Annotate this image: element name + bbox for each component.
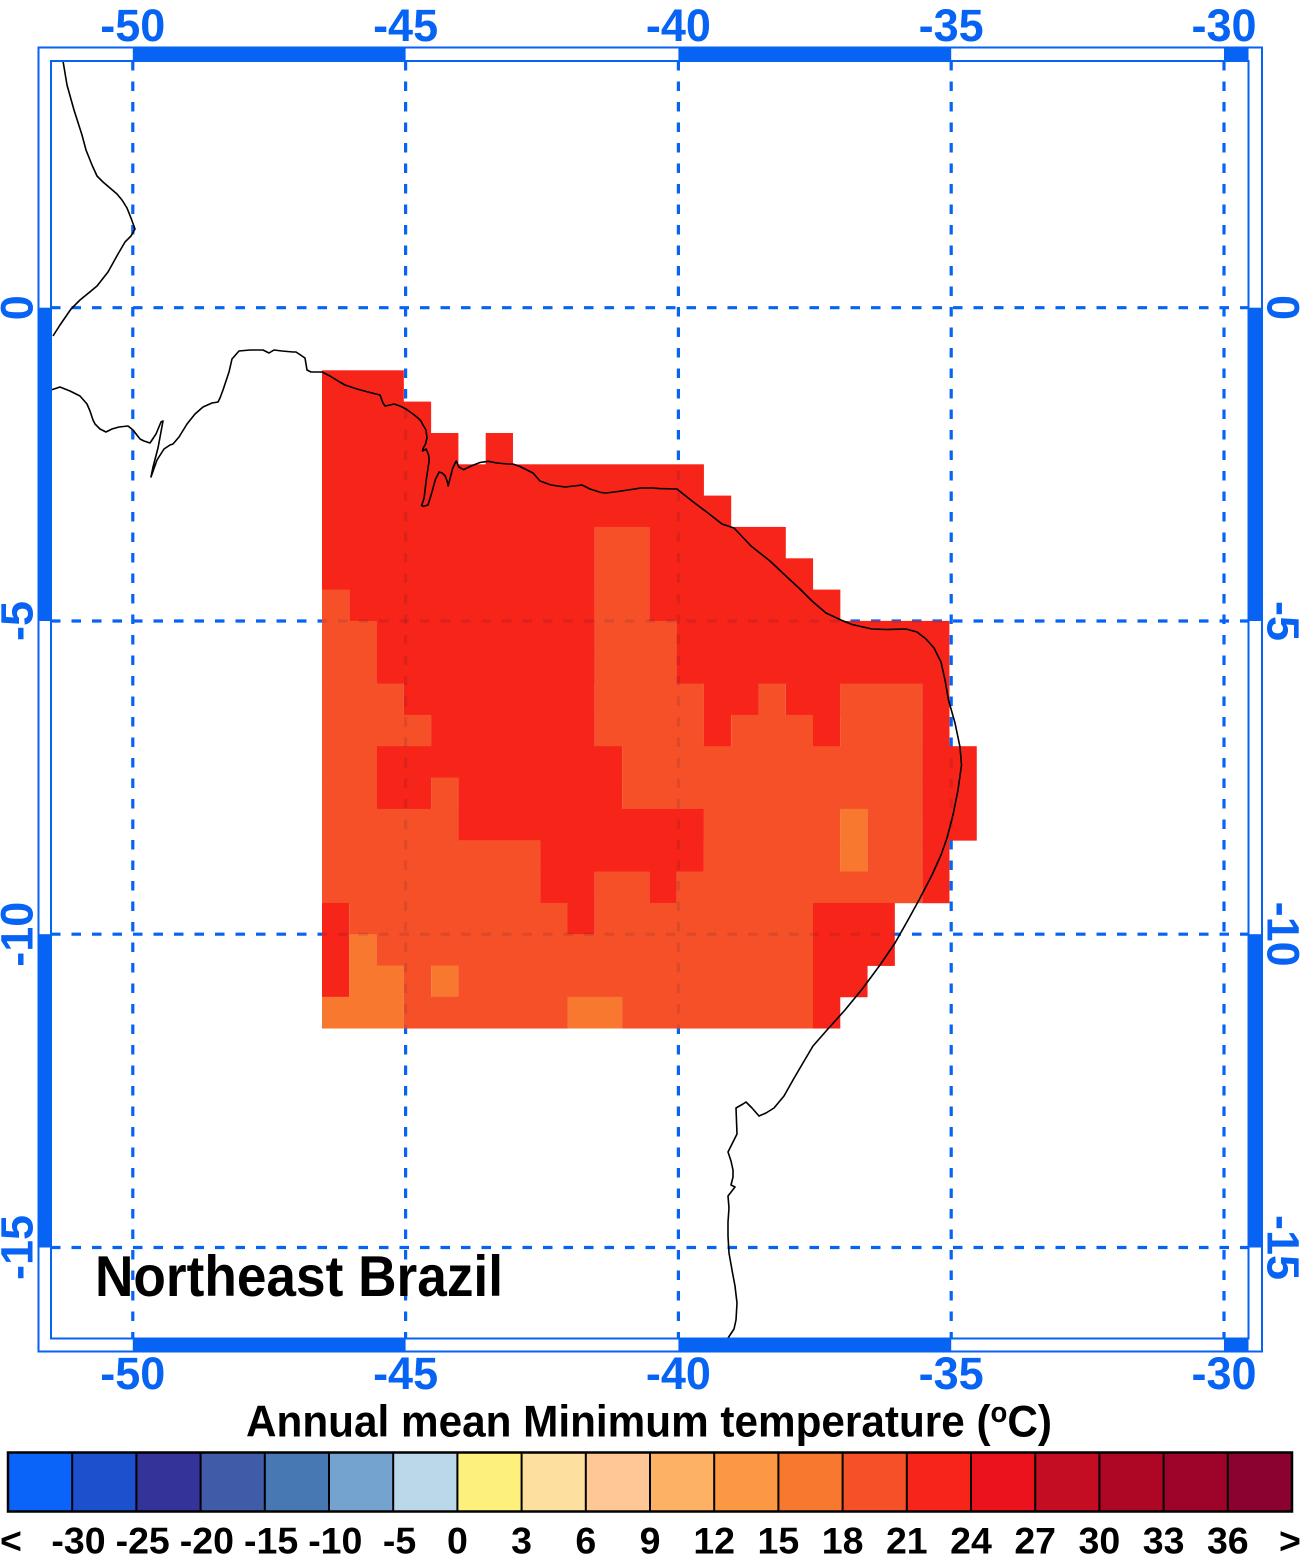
svg-text:30: 30 <box>1079 1520 1121 1561</box>
svg-text:-50: -50 <box>100 0 165 51</box>
svg-text:-45: -45 <box>373 0 438 51</box>
svg-text:18: 18 <box>822 1520 864 1561</box>
svg-text:Annual mean Minimum temperatur: Annual mean Minimum temperature (oC) <box>246 1397 1052 1447</box>
svg-text:-5: -5 <box>0 601 43 641</box>
svg-text:-40: -40 <box>646 1348 711 1399</box>
svg-text:6: 6 <box>575 1520 596 1561</box>
svg-text:0: 0 <box>0 295 43 320</box>
svg-text:-15: -15 <box>0 1215 43 1280</box>
svg-text:12: 12 <box>693 1520 735 1561</box>
svg-text:-50: -50 <box>100 1348 165 1399</box>
svg-text:-10: -10 <box>0 902 43 967</box>
svg-text:0: 0 <box>1258 295 1300 320</box>
svg-text:-30: -30 <box>51 1520 105 1561</box>
svg-text:-30: -30 <box>1191 1348 1256 1399</box>
svg-text:-10: -10 <box>1258 902 1300 967</box>
svg-text:-10: -10 <box>308 1520 362 1561</box>
svg-text:-5: -5 <box>1258 601 1300 641</box>
svg-text:-15: -15 <box>1258 1215 1300 1280</box>
svg-text:33: 33 <box>1143 1520 1185 1561</box>
svg-text:-35: -35 <box>919 1348 984 1399</box>
svg-text:0: 0 <box>447 1520 468 1561</box>
svg-text:15: 15 <box>758 1520 800 1561</box>
svg-text:9: 9 <box>640 1520 661 1561</box>
svg-text:-35: -35 <box>919 0 984 51</box>
svg-text:-45: -45 <box>373 1348 438 1399</box>
svg-text:-40: -40 <box>646 0 711 51</box>
svg-text:24: 24 <box>950 1520 992 1561</box>
svg-text:36: 36 <box>1207 1520 1249 1561</box>
svg-text:Northeast Brazil: Northeast Brazil <box>95 1245 503 1309</box>
svg-text:-30: -30 <box>1191 0 1256 51</box>
svg-text:>: > <box>1279 1520 1300 1561</box>
svg-text:-20: -20 <box>180 1520 234 1561</box>
svg-text:<: < <box>0 1520 22 1561</box>
svg-text:3: 3 <box>511 1520 532 1561</box>
svg-text:21: 21 <box>886 1520 928 1561</box>
svg-text:27: 27 <box>1014 1520 1056 1561</box>
svg-text:-15: -15 <box>244 1520 298 1561</box>
svg-text:-25: -25 <box>116 1520 170 1561</box>
svg-text:-5: -5 <box>383 1520 416 1561</box>
